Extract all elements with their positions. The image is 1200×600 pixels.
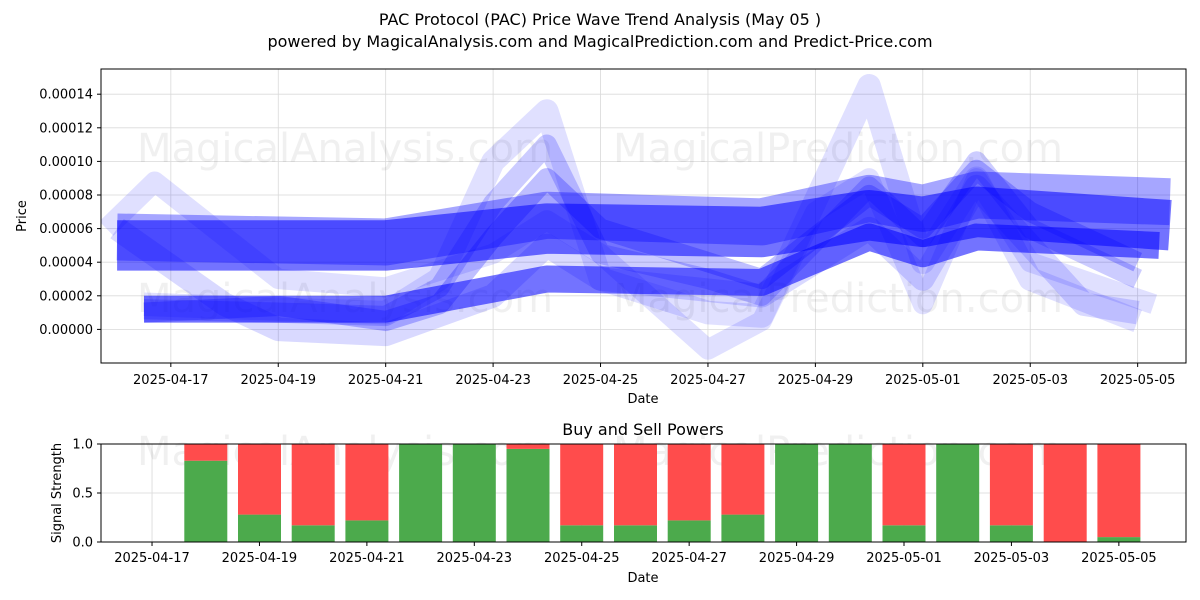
- buy-bar: [1097, 537, 1141, 542]
- x-tick-label: 2025-04-27: [670, 373, 746, 388]
- figure-title: PAC Protocol (PAC) Price Wave Trend Anal…: [379, 10, 821, 29]
- price-band: [116, 171, 1171, 266]
- x-tick-label: 2025-05-01: [885, 373, 961, 388]
- buy-bar: [775, 444, 819, 542]
- buy-bar: [184, 460, 228, 542]
- price-bands: [101, 74, 1172, 360]
- y-tick-label: 0.00012: [39, 121, 93, 136]
- x-tick-label: 2025-04-17: [114, 551, 190, 566]
- watermark-text: MagicalPrediction.com: [613, 126, 1063, 172]
- price-y-axis: 0.00000 0.00002 0.00004 0.00006 0.00008 0.000…: [39, 88, 101, 338]
- x-tick-label: 2025-05-03: [992, 373, 1068, 388]
- x-tick-label: 2025-05-01: [866, 551, 942, 566]
- signal-x-axis: 2025-04-17 2025-04-19 2025-04-21 2025-04-23…: [114, 542, 1157, 566]
- buy-bar: [560, 525, 604, 542]
- x-tick-label: 2025-05-03: [974, 551, 1050, 566]
- y-tick-label: 0.00006: [39, 222, 93, 237]
- price-band: [143, 134, 1142, 327]
- x-tick-label: 2025-04-29: [778, 373, 854, 388]
- signal-chart: Buy and Sell Powers MagicalAnalysis.com …: [50, 420, 1187, 586]
- y-tick-label: 0.0: [72, 536, 93, 551]
- signal-chart-title: Buy and Sell Powers: [562, 420, 724, 439]
- sell-bar: [238, 444, 281, 515]
- signal-x-axis-label: Date: [627, 571, 658, 586]
- signal-y-axis-label: Signal Strength: [50, 443, 65, 543]
- x-tick-label: 2025-04-21: [329, 551, 405, 566]
- x-tick-label: 2025-04-23: [455, 373, 531, 388]
- price-band: [117, 186, 1172, 271]
- sell-bar: [667, 444, 711, 521]
- y-tick-label: 0.00008: [39, 189, 93, 204]
- signal-bars: [184, 444, 1141, 542]
- x-tick-label: 2025-04-19: [240, 373, 316, 388]
- signal-y-axis: 0.0 0.5 1.0: [72, 438, 101, 551]
- x-tick-label: 2025-05-05: [1081, 551, 1157, 566]
- x-tick-label: 2025-04-29: [759, 551, 835, 566]
- sell-bar: [721, 444, 765, 515]
- buy-bar: [291, 525, 335, 542]
- sell-bar: [345, 444, 389, 521]
- x-tick-label: 2025-04-25: [563, 373, 639, 388]
- price-x-axis-label: Date: [627, 392, 658, 407]
- sell-bar: [989, 444, 1033, 526]
- buy-bar: [828, 444, 872, 542]
- y-tick-label: 1.0: [72, 438, 93, 453]
- buy-bar: [452, 444, 496, 542]
- price-chart: MagicalAnalysis.com MagicalPrediction.co…: [15, 68, 1187, 407]
- sell-bar: [1043, 444, 1087, 542]
- price-band: [144, 223, 1160, 323]
- buy-bar: [667, 520, 711, 542]
- buy-bar: [238, 514, 281, 542]
- x-tick-label: 2025-05-05: [1100, 373, 1176, 388]
- price-band: [143, 159, 1142, 332]
- sell-bar: [560, 444, 604, 526]
- buy-bar: [614, 525, 657, 542]
- sell-bar: [184, 444, 228, 461]
- y-tick-label: 0.00002: [39, 289, 93, 304]
- x-tick-label: 2025-04-21: [348, 373, 424, 388]
- y-tick-label: 0.00014: [39, 88, 93, 103]
- buy-bar: [936, 444, 980, 542]
- sell-bar: [1097, 444, 1141, 538]
- y-tick-label: 0.00000: [39, 323, 93, 338]
- price-band: [110, 174, 1140, 347]
- sell-bar: [614, 444, 657, 526]
- price-x-axis: 2025-04-17 2025-04-19 2025-04-21 2025-04-23…: [133, 363, 1175, 388]
- x-tick-label: 2025-04-17: [133, 373, 209, 388]
- sell-bar: [506, 444, 550, 449]
- sell-bar: [882, 444, 926, 526]
- figure-subtitle: powered by MagicalAnalysis.com and Magic…: [267, 32, 932, 51]
- buy-bar: [506, 448, 550, 542]
- x-tick-label: 2025-04-25: [544, 551, 620, 566]
- price-y-axis-label: Price: [15, 200, 30, 232]
- buy-bar: [882, 525, 926, 542]
- sell-bar: [291, 444, 335, 526]
- y-tick-label: 0.5: [72, 487, 93, 502]
- watermark-text: MagicalAnalysis.com: [137, 126, 553, 172]
- x-tick-label: 2025-04-23: [437, 551, 513, 566]
- buy-bar: [345, 520, 389, 542]
- buy-bar: [399, 444, 443, 542]
- price-band: [143, 74, 1142, 332]
- price-band: [101, 168, 1158, 360]
- x-tick-label: 2025-04-27: [651, 551, 727, 566]
- buy-bar: [989, 525, 1033, 542]
- price-plot-frame: [100, 68, 1187, 364]
- y-tick-label: 0.00010: [39, 155, 93, 170]
- y-tick-label: 0.00004: [39, 256, 93, 271]
- buy-bar: [721, 514, 765, 542]
- x-tick-label: 2025-04-19: [222, 551, 298, 566]
